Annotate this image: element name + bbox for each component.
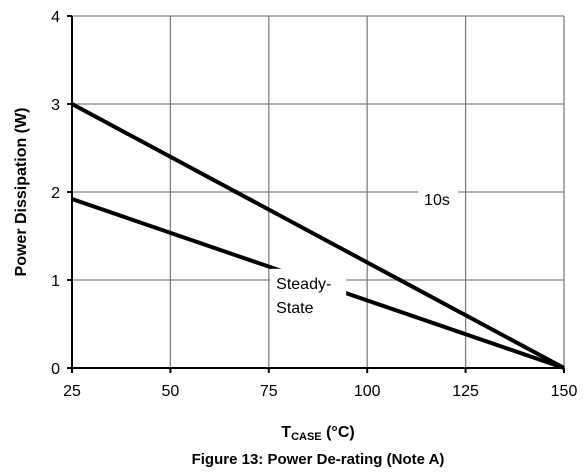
annotation-bg-1 <box>270 268 347 319</box>
annotation-bg-0 <box>418 185 459 214</box>
annotations: 10s Steady- State <box>270 185 459 319</box>
x-tick-label-5: 150 <box>551 383 578 400</box>
x-tick-label-3: 100 <box>354 383 381 400</box>
x-tick-label-2: 75 <box>260 383 278 400</box>
y-tick-label-0: 0 <box>51 361 60 378</box>
x-axis-title-sub: CASE <box>291 431 322 443</box>
y-tick-label-3: 3 <box>51 97 60 114</box>
x-tick-label-4: 125 <box>452 383 479 400</box>
x-axis-title: TCASE (°C) <box>281 424 354 443</box>
x-axis-title-main: T <box>281 424 291 441</box>
x-tick-label-0: 25 <box>63 383 81 400</box>
x-axis-title-unit: (°C) <box>322 424 355 441</box>
annotation-0-line-0: 10s <box>424 192 450 209</box>
annotation-1-line-0: Steady- <box>276 276 331 293</box>
y-tick-label-2: 2 <box>51 185 60 202</box>
figure-caption: Figure 13: Power De-rating (Note A) <box>192 451 445 468</box>
y-axis-title: Power Dissipation (W) <box>13 108 30 277</box>
y-tick-label-4: 4 <box>51 9 60 26</box>
series-line-10s <box>71 102 565 370</box>
y-tick-label-1: 1 <box>51 273 60 290</box>
series-lines <box>71 102 565 370</box>
x-tick-labels: 25 50 75 100 125 150 <box>63 383 577 400</box>
annotation-1-line-1: State <box>276 300 313 317</box>
axes <box>67 15 565 373</box>
y-tick-labels: 0 1 2 3 4 <box>51 9 60 378</box>
x-tick-label-1: 50 <box>162 383 180 400</box>
